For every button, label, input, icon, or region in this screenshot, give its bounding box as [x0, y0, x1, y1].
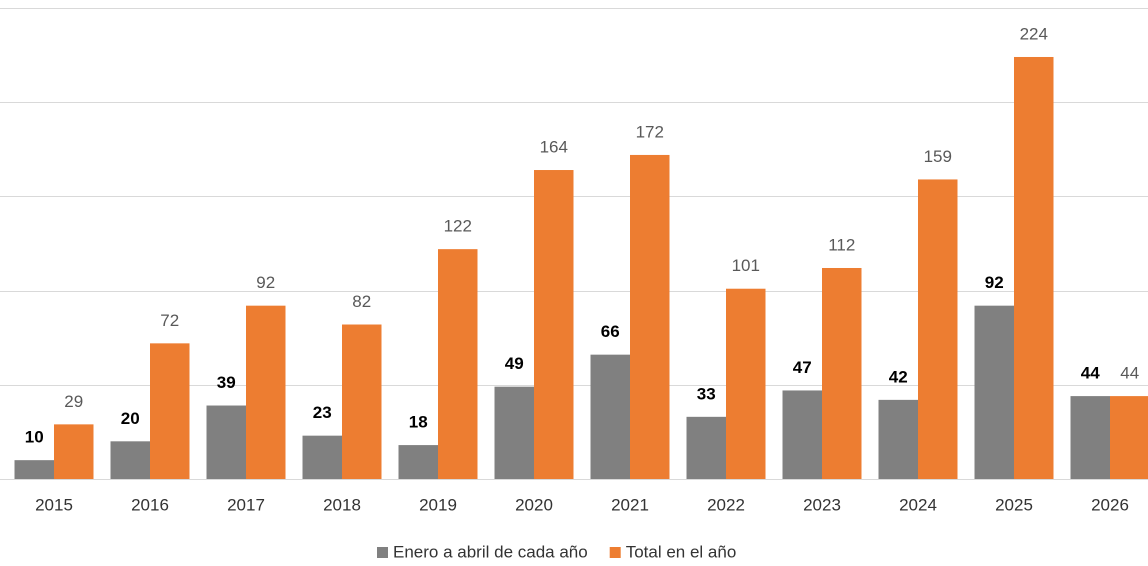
bar [54, 424, 94, 479]
x-tick-label: 2018 [323, 495, 361, 514]
data-label: 224 [1020, 24, 1048, 43]
data-label: 122 [444, 217, 472, 236]
legend-swatch [377, 547, 388, 558]
data-label: 72 [160, 311, 179, 330]
data-label: 112 [828, 235, 855, 254]
x-tick-label: 2026 [1091, 495, 1129, 514]
data-label: 10 [25, 428, 44, 447]
x-tick-label: 2020 [515, 495, 553, 514]
bar [14, 460, 54, 479]
bar [110, 441, 150, 479]
data-label: 42 [889, 367, 908, 386]
bar [302, 435, 342, 479]
data-label: 172 [636, 122, 664, 141]
data-label: 49 [505, 354, 524, 373]
x-tick-label: 2022 [707, 495, 745, 514]
bar [534, 170, 574, 480]
legend-swatch [609, 547, 621, 558]
data-label: 82 [352, 292, 371, 311]
legend-label: Enero a abril de cada año [393, 542, 588, 561]
bar [590, 354, 630, 479]
bar [150, 343, 190, 479]
data-label: 39 [217, 373, 236, 392]
bar [974, 305, 1014, 479]
x-tick-label: 2019 [419, 495, 457, 514]
bar [918, 179, 958, 479]
bar [630, 154, 670, 479]
bar [822, 267, 862, 479]
data-label: 92 [256, 273, 275, 292]
x-tick-label: 2021 [611, 495, 649, 514]
x-tick-label: 2023 [803, 495, 841, 514]
bar [494, 386, 534, 479]
bar [1110, 396, 1148, 479]
bar [1014, 56, 1054, 479]
legend-label: Total en el año [626, 542, 737, 561]
data-label: 101 [732, 256, 760, 275]
data-label: 29 [64, 392, 83, 411]
data-label: 20 [121, 409, 140, 428]
data-label: 164 [540, 138, 568, 157]
data-label: 66 [601, 322, 620, 341]
x-tick-label: 2024 [899, 495, 937, 514]
bar [206, 405, 246, 479]
data-label: 44 [1120, 364, 1139, 383]
data-label: 92 [985, 273, 1004, 292]
bar [1070, 396, 1110, 479]
bar [246, 305, 286, 479]
bar [726, 288, 766, 479]
x-tick-label: 2017 [227, 495, 265, 514]
x-tick-label: 2016 [131, 495, 169, 514]
data-label: 23 [313, 403, 332, 422]
bar [686, 416, 726, 479]
bar [342, 324, 382, 479]
bar [782, 390, 822, 479]
bar [878, 399, 918, 479]
bar [438, 249, 478, 479]
data-label: 47 [793, 358, 812, 377]
data-label: 159 [924, 147, 952, 166]
x-tick-label: 2025 [995, 495, 1033, 514]
data-label: 33 [697, 384, 716, 403]
data-label: 18 [409, 413, 428, 432]
data-label: 44 [1081, 364, 1100, 383]
x-tick-label: 2015 [35, 495, 73, 514]
bar [398, 445, 438, 479]
